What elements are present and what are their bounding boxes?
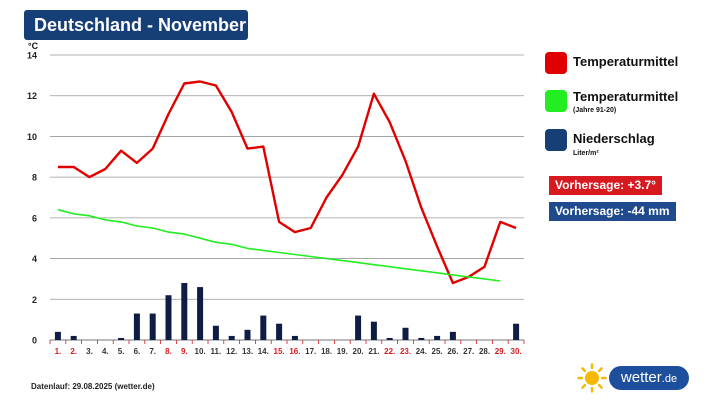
x-tick-label: 2. bbox=[70, 347, 77, 356]
x-tick-label: 26. bbox=[447, 347, 458, 356]
x-tick-label: 19. bbox=[337, 347, 348, 356]
x-tick-label: 13. bbox=[242, 347, 253, 356]
legend-label-temp-normal: Temperaturmittel bbox=[573, 89, 679, 104]
precip-bar bbox=[118, 337, 125, 340]
x-tick-label: 4. bbox=[102, 347, 109, 356]
precip-bar bbox=[355, 315, 362, 340]
legend-swatch-temp bbox=[545, 52, 567, 74]
x-axis: 1. 2. 3. 4. 5. 6. 7. 8. 9. 10. 11. 12. 13. 14. 15. 16. 1… bbox=[49, 340, 525, 356]
y-tick-label: 6 bbox=[32, 213, 37, 223]
y-tick-label: 10 bbox=[27, 132, 37, 142]
precip-bar bbox=[244, 329, 251, 340]
logo-text: wetter bbox=[620, 369, 662, 386]
x-tick-label: 22. bbox=[384, 347, 395, 356]
grid-lines bbox=[50, 54, 524, 341]
precip-bar bbox=[70, 335, 77, 340]
x-tick-label: 16. bbox=[289, 347, 300, 356]
precip-forecast-badge: Vorhersage: -44 mm bbox=[549, 202, 676, 221]
y-tick-label: 2 bbox=[32, 295, 37, 305]
precip-bar bbox=[370, 321, 377, 340]
x-tick-label: 15. bbox=[274, 347, 285, 356]
x-tick-label: 30. bbox=[511, 347, 522, 356]
x-tick-label: 12. bbox=[226, 347, 237, 356]
x-tick-label: 9. bbox=[181, 347, 188, 356]
precip-bar bbox=[228, 335, 235, 340]
x-tick-label: 28. bbox=[479, 347, 490, 356]
legend-label-precip: Niederschlag bbox=[573, 131, 655, 146]
precip-bar bbox=[212, 325, 219, 340]
chart-title: Deutschland - November bbox=[24, 10, 248, 40]
legend-label-temp: Temperaturmittel bbox=[573, 54, 679, 69]
legend-sub-precip: Liter/m² bbox=[573, 150, 599, 157]
x-tick-label: 3. bbox=[86, 347, 93, 356]
precip-bar bbox=[513, 323, 520, 340]
precip-bar bbox=[402, 327, 409, 340]
precip-bar bbox=[291, 335, 298, 340]
x-tick-label: 23. bbox=[400, 347, 411, 356]
logo-wordmark: wetter.de bbox=[609, 366, 689, 390]
x-tick-label: 25. bbox=[432, 347, 443, 356]
precipitation-bars bbox=[54, 283, 520, 340]
precip-bar bbox=[54, 331, 61, 340]
y-tick-label: 8 bbox=[32, 173, 37, 183]
x-tick-label: 17. bbox=[305, 347, 316, 356]
precip-bar bbox=[449, 331, 456, 340]
legend-swatch-precip bbox=[545, 129, 567, 151]
precip-bar bbox=[181, 283, 188, 340]
legend-sub-temp-normal: (Jahre 91-20) bbox=[573, 107, 617, 114]
y-axis-ticks: 0 2 4 6 8 10 12 14 bbox=[27, 51, 37, 346]
x-tick-label: 8. bbox=[165, 347, 172, 356]
precip-bar bbox=[165, 295, 172, 340]
precip-bar bbox=[276, 323, 283, 340]
precip-bar bbox=[133, 313, 140, 340]
x-tick-label: 11. bbox=[211, 347, 222, 356]
legend-swatch-temp-normal bbox=[545, 90, 567, 112]
precip-bar bbox=[386, 337, 393, 340]
precip-bar bbox=[149, 313, 156, 340]
x-tick-label: 27. bbox=[463, 347, 474, 356]
precip-bar bbox=[197, 287, 204, 340]
y-tick-label: 14 bbox=[27, 51, 37, 61]
sun-icon bbox=[577, 363, 607, 393]
x-tick-label: 7. bbox=[149, 347, 156, 356]
x-tick-label: 21. bbox=[368, 347, 379, 356]
x-tick-label: 20. bbox=[353, 347, 364, 356]
temperature-lines bbox=[57, 80, 517, 285]
wetter-logo[interactable]: wetter.de bbox=[577, 361, 691, 393]
y-unit-label: °C bbox=[28, 41, 39, 51]
precip-bar bbox=[418, 337, 425, 340]
x-tick-label: 24. bbox=[416, 347, 427, 356]
y-tick-label: 12 bbox=[27, 91, 37, 101]
temperature-line bbox=[57, 80, 517, 285]
precip-bar bbox=[434, 335, 441, 340]
precip-bar bbox=[260, 315, 267, 340]
x-tick-label: 14. bbox=[258, 347, 269, 356]
data-run-footer: Datenlauf: 29.08.2025 (wetter.de) bbox=[31, 382, 155, 391]
x-tick-label: 18. bbox=[321, 347, 332, 356]
y-tick-label: 4 bbox=[32, 254, 37, 264]
x-tick-label: 10. bbox=[195, 347, 206, 356]
x-tick-label: 6. bbox=[134, 347, 141, 356]
temp-forecast-badge: Vorhersage: +3.7° bbox=[549, 176, 662, 195]
x-tick-label: 1. bbox=[55, 347, 62, 356]
x-tick-label: 29. bbox=[495, 347, 506, 356]
logo-suffix: .de bbox=[661, 373, 678, 385]
x-tick-label: 5. bbox=[118, 347, 125, 356]
temperature-normal-line bbox=[57, 208, 501, 282]
y-tick-label: 0 bbox=[32, 336, 37, 346]
